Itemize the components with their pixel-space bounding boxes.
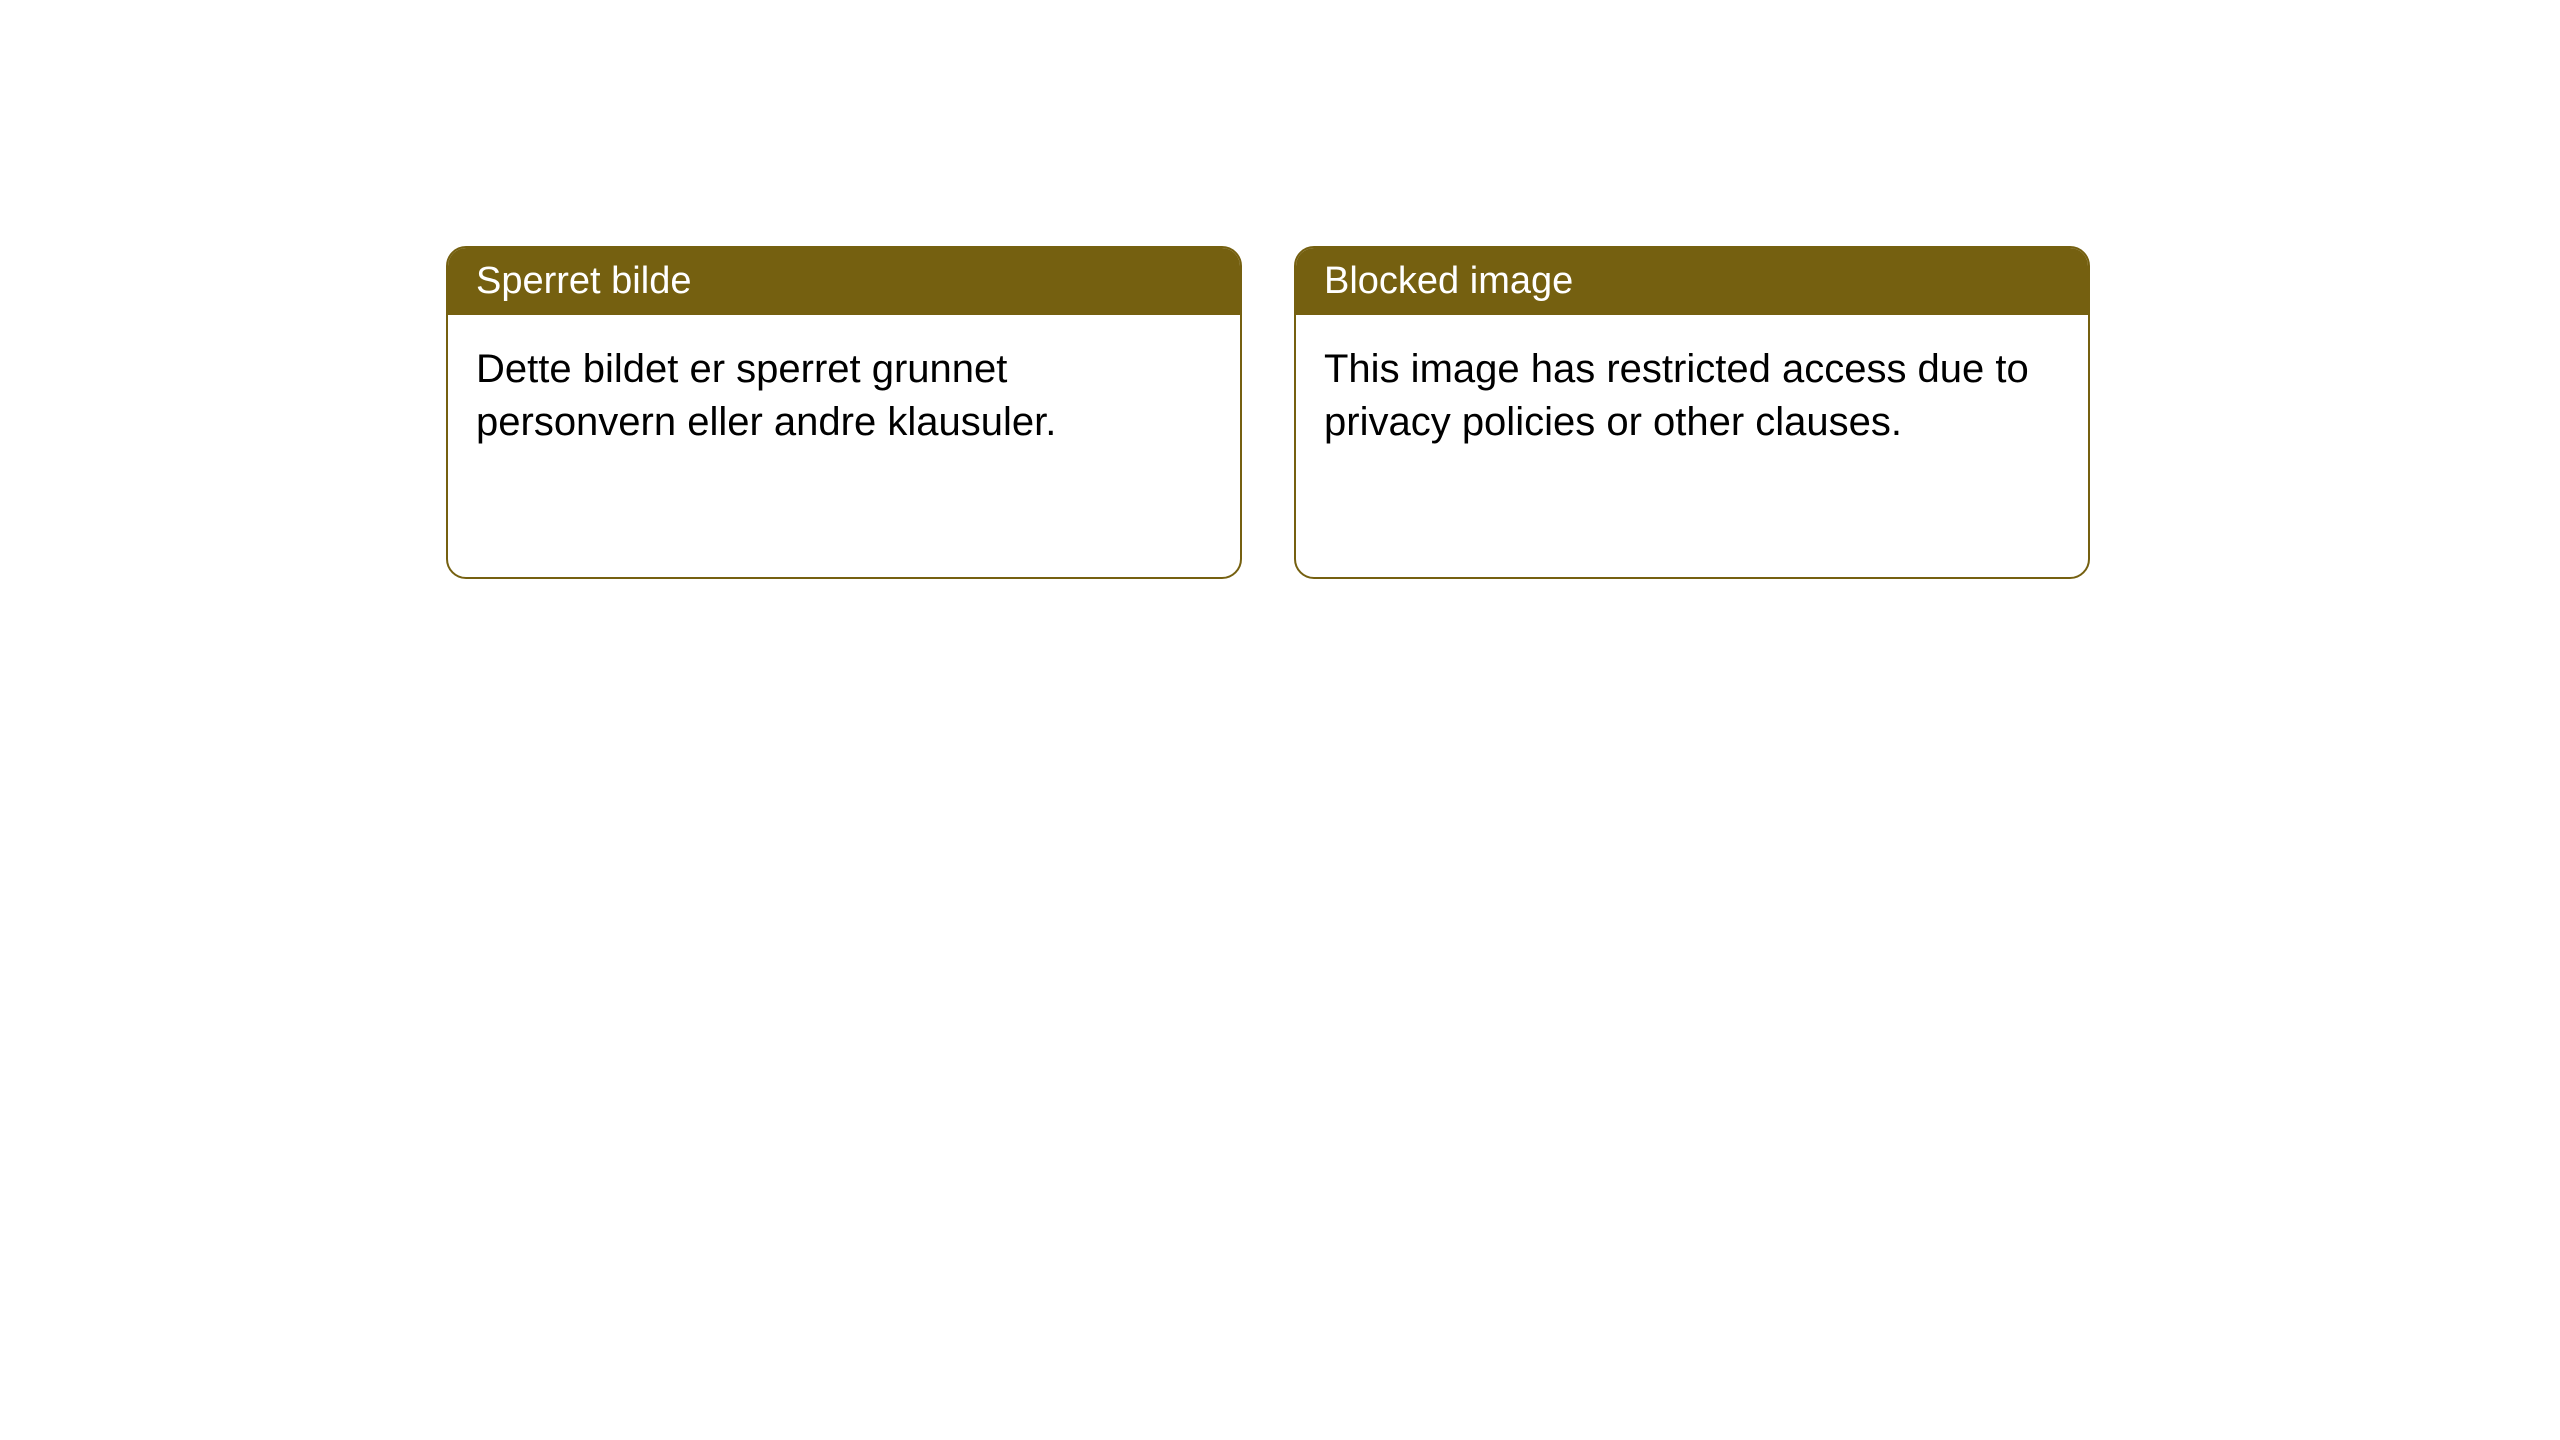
blocked-image-card-en: Blocked image This image has restricted … — [1294, 246, 2090, 579]
blocked-image-card-no: Sperret bilde Dette bildet er sperret gr… — [446, 246, 1242, 579]
card-header-no: Sperret bilde — [448, 248, 1240, 315]
card-header-en: Blocked image — [1296, 248, 2088, 315]
blocked-image-cards: Sperret bilde Dette bildet er sperret gr… — [446, 246, 2090, 579]
card-body-en: This image has restricted access due to … — [1296, 315, 2088, 477]
card-body-no: Dette bildet er sperret grunnet personve… — [448, 315, 1240, 477]
